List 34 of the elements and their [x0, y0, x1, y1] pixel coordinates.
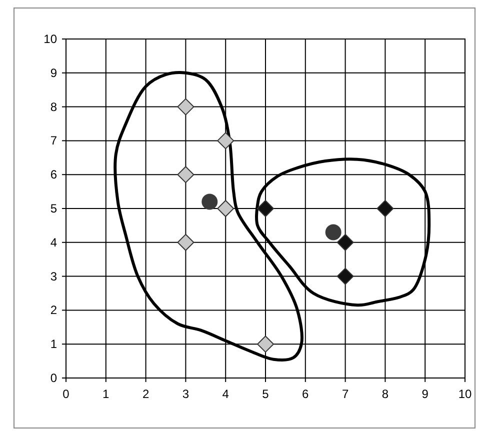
- x-tick-label: 2: [142, 387, 150, 401]
- point: [257, 200, 274, 217]
- x-tick-label: 0: [62, 387, 70, 401]
- point: [177, 98, 194, 116]
- x-tick-label: 4: [222, 387, 230, 401]
- y-tick-label: 10: [44, 32, 58, 46]
- x-tick-label: 10: [458, 387, 472, 401]
- point: [217, 200, 234, 217]
- y-tick-label: 1: [50, 337, 58, 352]
- x-tick-label: 5: [262, 387, 270, 401]
- x-tick-label: 7: [342, 387, 349, 401]
- point: [257, 336, 274, 353]
- point: [177, 234, 194, 251]
- point: [217, 132, 234, 150]
- x-tick-label: 6: [302, 387, 310, 401]
- point: [325, 224, 342, 240]
- point: [177, 166, 194, 184]
- x-tick-label: 9: [422, 387, 429, 401]
- y-tick-label: 3: [50, 269, 58, 284]
- y-tick-label: 7: [50, 134, 58, 148]
- point: [336, 234, 354, 251]
- y-tick-label: 5: [50, 202, 58, 216]
- point: [376, 200, 394, 217]
- point: [336, 268, 354, 285]
- y-tick-label: 6: [50, 168, 58, 182]
- point: [202, 194, 218, 210]
- x-tick-label: 1: [102, 387, 110, 401]
- y-tick-label: 0: [50, 371, 58, 385]
- y-tick-label: 4: [50, 235, 58, 250]
- x-tick-label: 3: [182, 387, 190, 401]
- y-tick-label: 9: [50, 66, 58, 80]
- y-tick-label: 2: [50, 303, 58, 318]
- x-tick-label: 8: [382, 387, 389, 401]
- y-tick-label: 8: [50, 100, 58, 114]
